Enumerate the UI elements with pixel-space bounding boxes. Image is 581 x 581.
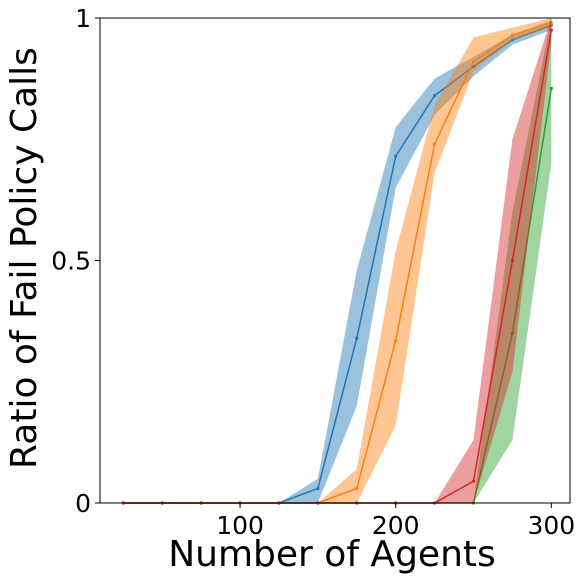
plot-area [121,18,553,505]
y-axis-label: Ratio of Fail Policy Calls [4,47,45,469]
series-3-point [510,331,515,335]
y-tick-label: 0 [75,489,91,518]
series-2-point [510,33,515,37]
series-1-point [433,94,437,98]
series-2-point [433,142,437,146]
series-4-point [471,479,476,483]
series-3-point [549,86,553,90]
series-1-point [394,154,398,158]
y-tick-label: 1 [75,4,91,33]
series-1-band [123,20,552,504]
series-1-point [355,336,359,340]
series-1-point [510,38,515,42]
series-4-point [510,258,515,263]
y-axis: 00.51 [51,4,100,518]
series-2-point [355,486,359,491]
x-tick-label: 100 [216,511,264,540]
series-2-band [123,18,552,503]
series-1-point [471,64,476,69]
series-4-point [549,28,553,32]
x-tick-label: 300 [527,511,575,540]
y-tick-label: 0.5 [51,247,91,276]
series-1-point [549,23,553,27]
x-axis: 100 200 300 [216,503,575,540]
series-2-point [549,21,553,25]
x-axis-label: Number of Agents [168,534,496,575]
series-2-point [471,60,476,64]
series-1-point [316,486,320,491]
x-tick-label: 200 [372,511,420,540]
series-2-point [394,338,398,343]
